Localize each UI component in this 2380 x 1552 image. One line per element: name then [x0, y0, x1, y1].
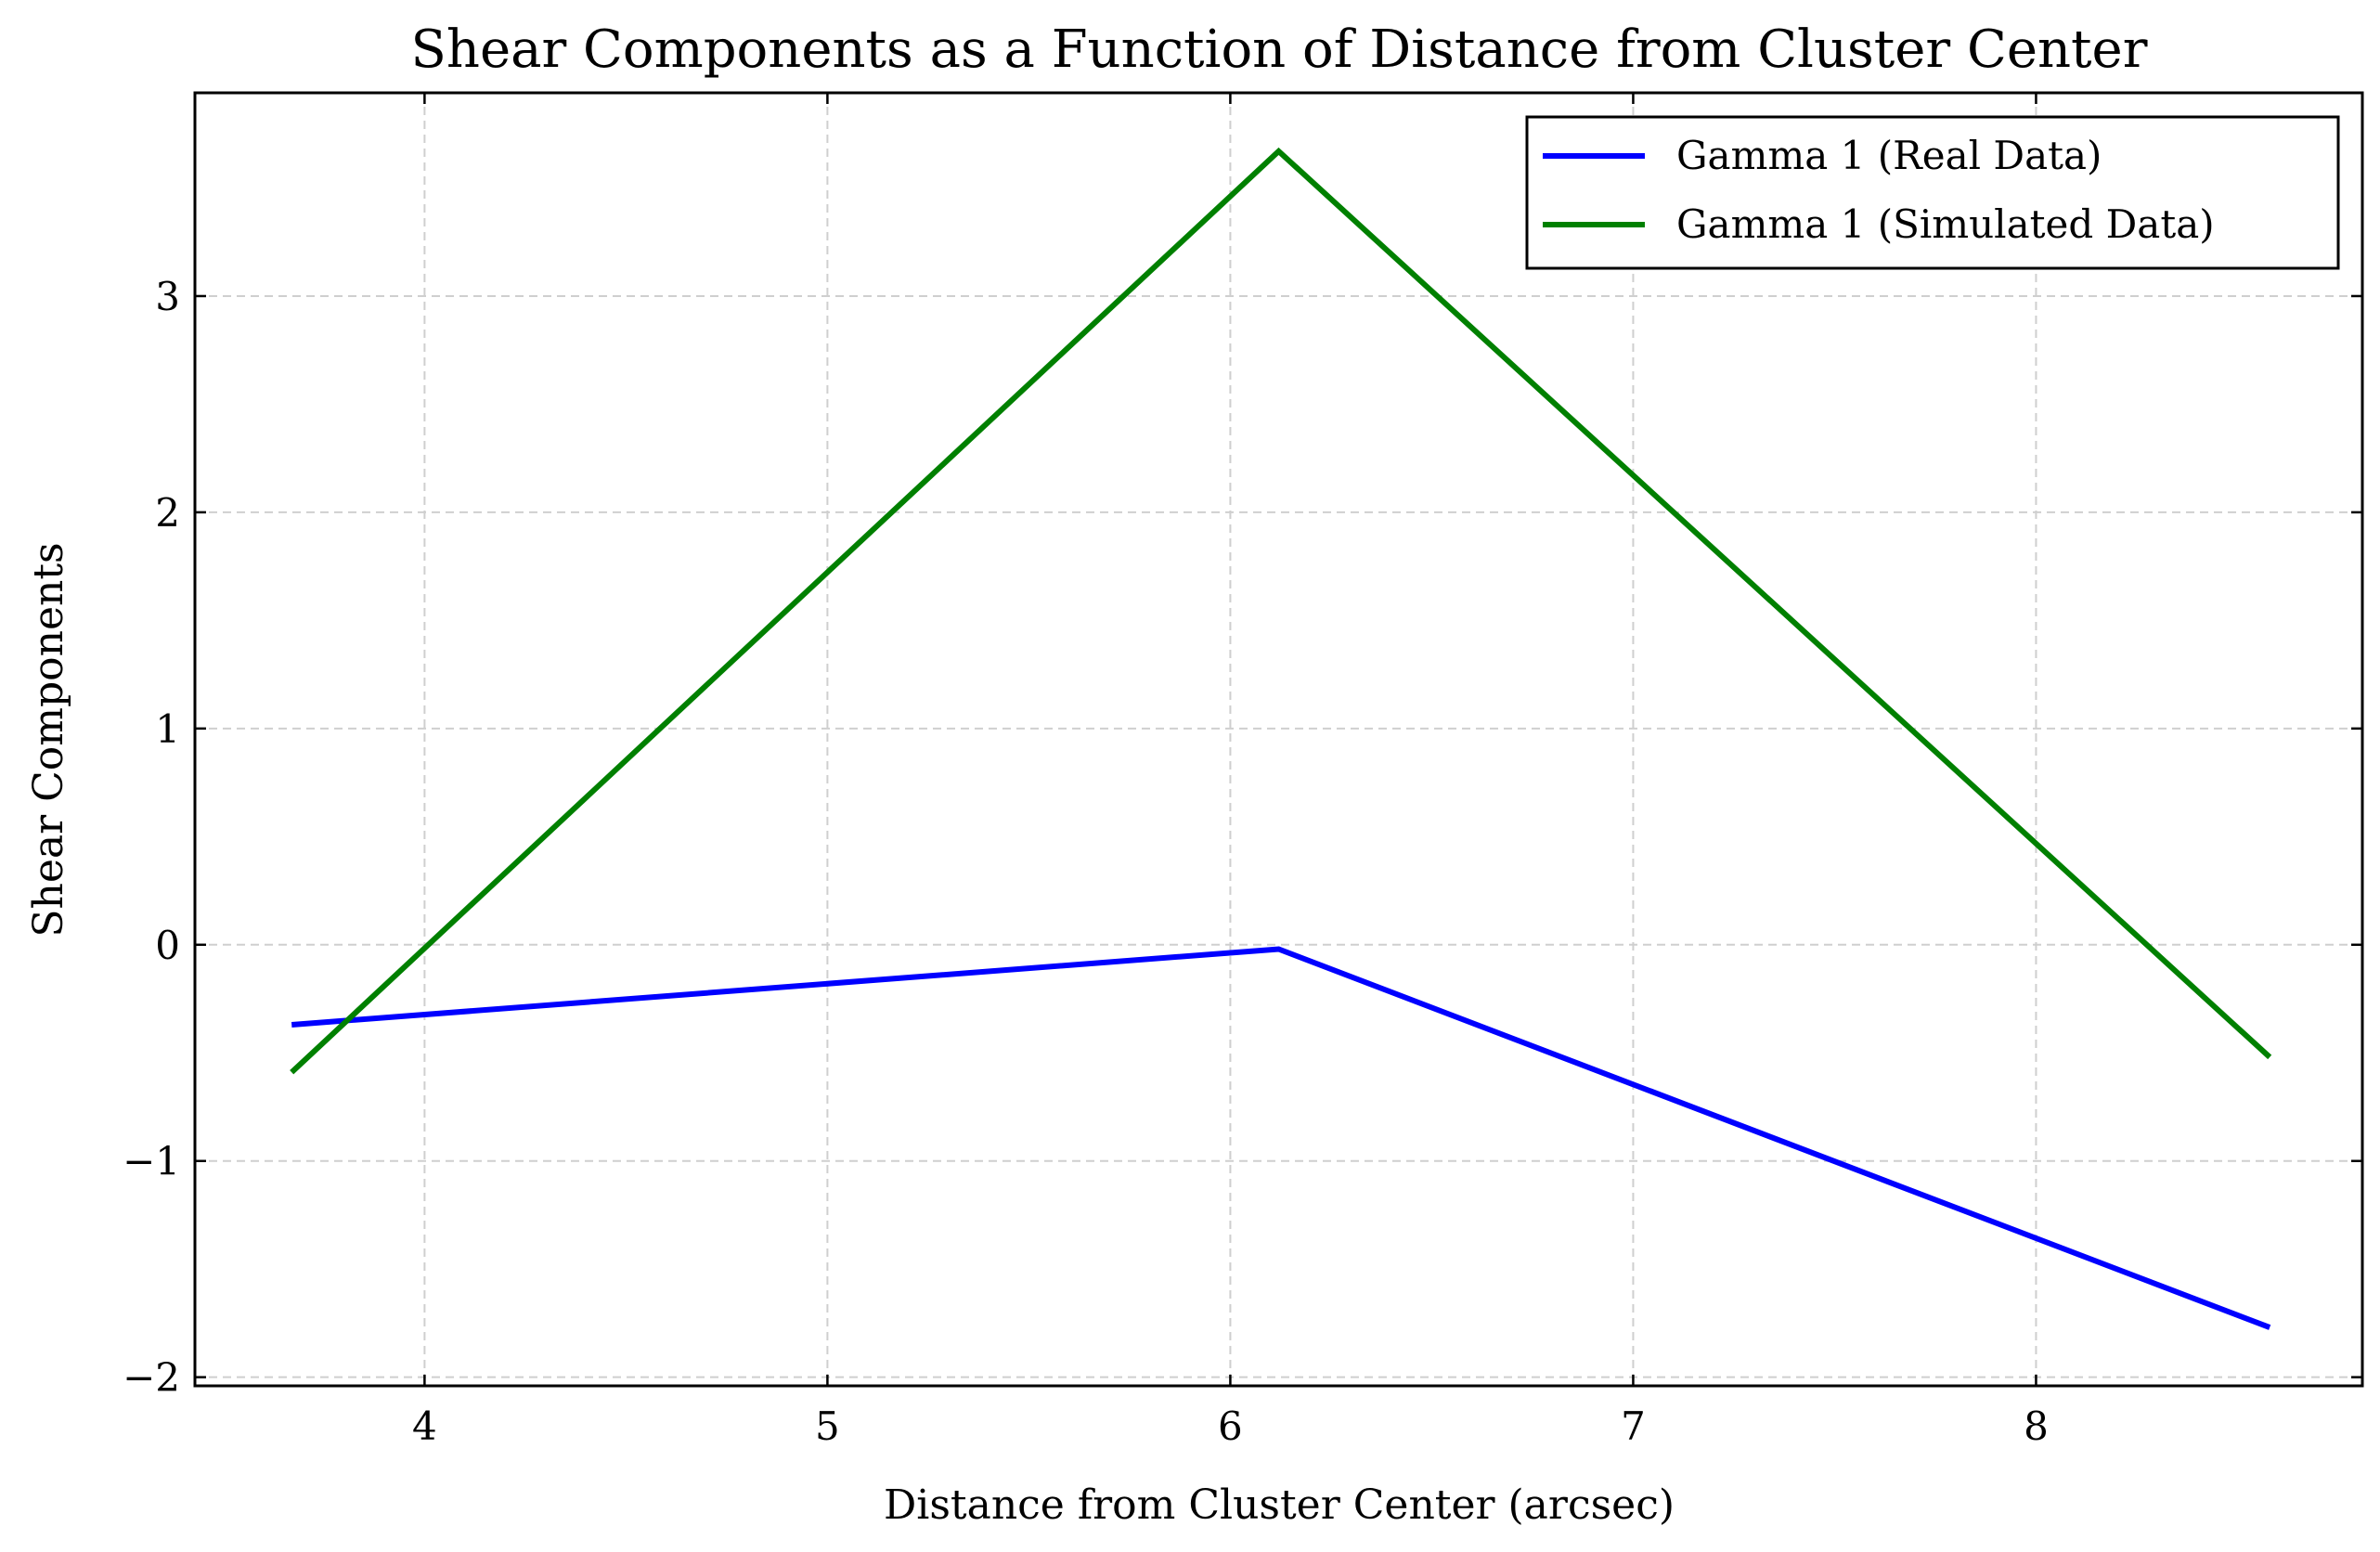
x-tick-label: 8 [2024, 1403, 2049, 1449]
x-tick-label: 4 [412, 1403, 437, 1449]
x-axis-label: Distance from Cluster Center (arcsec) [884, 1481, 1675, 1529]
y-tick-label: 1 [155, 706, 180, 752]
legend-label-real: Gamma 1 (Real Data) [1676, 133, 2102, 178]
series-lines [290, 147, 2272, 1330]
plot-frame [193, 91, 2364, 1388]
y-axis-label: Shear Components [25, 542, 72, 937]
x-tick-label: 7 [1621, 1403, 1646, 1449]
x-tick-label: 5 [815, 1403, 840, 1449]
grid [195, 93, 2362, 1386]
chart-title: Shear Components as a Function of Distan… [411, 19, 2148, 80]
x-tick-label: 6 [1218, 1403, 1243, 1449]
series-line-simulated-data [290, 147, 2272, 1075]
y-tick-label: −1 [123, 1139, 180, 1184]
y-tick-label: 3 [155, 274, 180, 319]
legend: Gamma 1 (Real Data) Gamma 1 (Simulated D… [1525, 115, 2340, 270]
series-line-real-data [291, 946, 2271, 1330]
y-tick-label: −2 [123, 1355, 180, 1401]
y-tick-label: 2 [155, 490, 180, 536]
legend-label-simulated: Gamma 1 (Simulated Data) [1676, 201, 2215, 247]
legend-box [1525, 115, 2340, 270]
y-tick-label: 0 [155, 923, 180, 968]
axis-ticks: 4 5 6 7 8 −2 −1 0 1 2 3 [123, 93, 2362, 1449]
